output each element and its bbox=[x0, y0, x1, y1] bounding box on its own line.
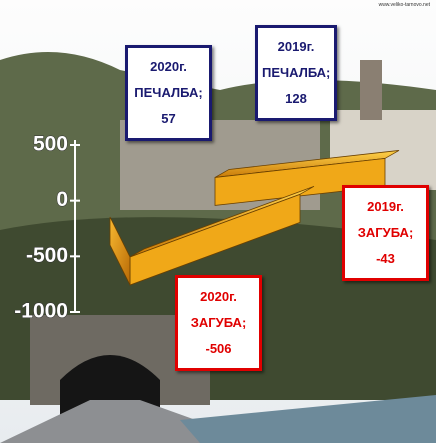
y-tick-label: -500 bbox=[26, 244, 68, 267]
data-label: 2019г. ПЕЧАЛБА; 128 bbox=[255, 25, 337, 121]
data-label: 2020г. ЗАГУБА; -506 bbox=[175, 275, 262, 371]
watermark: www.veliko-tarnovo.net bbox=[379, 2, 431, 8]
y-tick-label: 500 bbox=[33, 133, 68, 156]
y-tick-label: -1000 bbox=[14, 300, 68, 323]
data-label: 2019г. ЗАГУБА; -43 bbox=[342, 185, 429, 281]
chart: www.veliko-tarnovo.net 500 0 -500 -1000 202… bbox=[0, 0, 436, 443]
y-tick-label: 0 bbox=[56, 188, 68, 211]
data-label: 2020г. ПЕЧАЛБА; 57 bbox=[125, 45, 212, 141]
